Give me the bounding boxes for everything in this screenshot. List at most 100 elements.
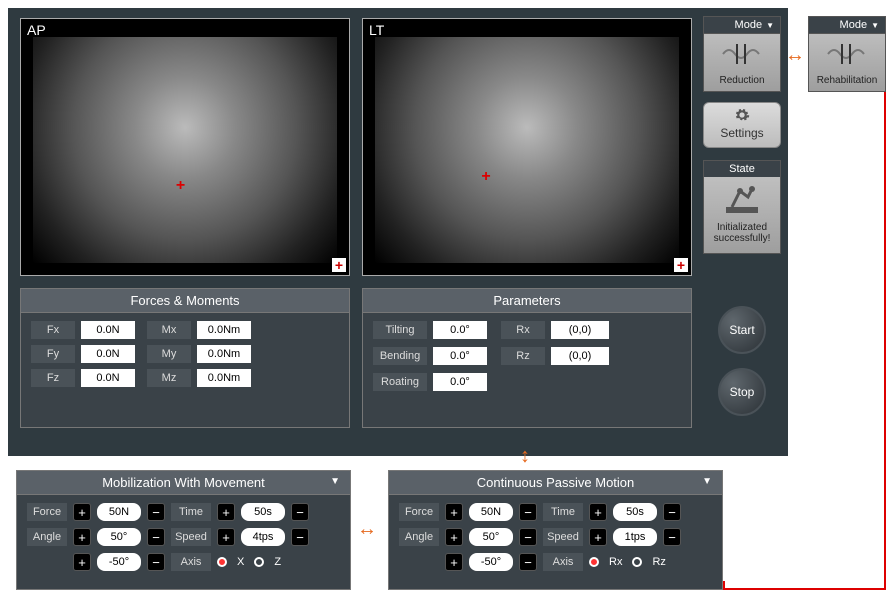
mx-value: 0.0Nm <box>197 321 251 339</box>
mode-reduction-box[interactable]: Mode Reduction <box>703 16 781 92</box>
settings-button[interactable]: Settings <box>703 102 781 148</box>
axis-z-radio[interactable] <box>254 557 264 567</box>
angle-minus-button[interactable]: − <box>519 528 537 546</box>
angle2-minus-button[interactable]: − <box>147 553 165 571</box>
rz-value: (0,0) <box>551 347 609 365</box>
time-plus-button[interactable]: + <box>589 503 607 521</box>
arrow-vertical-icon: ↕ <box>520 445 530 468</box>
forces-title: Forces & Moments <box>21 289 349 313</box>
rx-label: Rx <box>501 321 545 339</box>
force-label: Force <box>27 503 67 521</box>
speed-label: Speed <box>171 528 211 546</box>
main-panel: AP + + LT + + Forces & Moments Fx 0.0N Mx… <box>8 8 788 456</box>
force-plus-button[interactable]: + <box>73 503 91 521</box>
state-header: State <box>704 161 780 177</box>
bending-label: Bending <box>373 347 427 365</box>
time-label: Time <box>171 503 211 521</box>
force-value: 50N <box>469 503 513 521</box>
fx-label: Fx <box>31 321 75 339</box>
mode-rehab-box[interactable]: Mode Rehabilitation <box>808 16 886 92</box>
angle-minus-button[interactable]: − <box>147 528 165 546</box>
force-minus-button[interactable]: − <box>147 503 165 521</box>
mobilization-panel: Mobilization With Movement▼ Force + 50N … <box>16 470 351 590</box>
time-minus-button[interactable]: − <box>291 503 309 521</box>
speed-minus-button[interactable]: − <box>663 528 681 546</box>
speed-plus-button[interactable]: + <box>217 528 235 546</box>
marker-cross-icon: + <box>481 168 490 186</box>
settings-label: Settings <box>704 126 780 140</box>
zoom-plus-icon[interactable]: + <box>332 258 346 272</box>
angle-value: 50° <box>469 528 513 546</box>
start-button[interactable]: Start <box>718 306 766 354</box>
cpm-title[interactable]: Continuous Passive Motion▼ <box>389 471 722 495</box>
my-label: My <box>147 345 191 363</box>
state-box: State Initializated successfully! <box>703 160 781 254</box>
fz-value: 0.0N <box>81 369 135 387</box>
xray-lt-image: + <box>375 37 679 263</box>
connector-line <box>723 581 725 589</box>
axis-rz-radio[interactable] <box>632 557 642 567</box>
mode-rehab-label: Rehabilitation <box>809 73 885 86</box>
xray-ap-image: + <box>33 37 337 263</box>
roating-label: Roating <box>373 373 427 391</box>
force-plus-button[interactable]: + <box>445 503 463 521</box>
time-value: 50s <box>241 503 285 521</box>
mode-header[interactable]: Mode <box>809 17 885 34</box>
force-minus-button[interactable]: − <box>519 503 537 521</box>
cpm-panel: Continuous Passive Motion▼ Force + 50N −… <box>388 470 723 590</box>
force-value: 50N <box>97 503 141 521</box>
time-plus-button[interactable]: + <box>217 503 235 521</box>
parameters-title: Parameters <box>363 289 691 313</box>
robot-arm-icon <box>704 177 780 220</box>
my-value: 0.0Nm <box>197 345 251 363</box>
angle-label: Angle <box>399 528 439 546</box>
angle2-value: -50° <box>469 553 513 571</box>
xray-lt-frame: LT + + <box>362 18 692 276</box>
tilting-value: 0.0° <box>433 321 487 339</box>
time-label: Time <box>543 503 583 521</box>
angle2-plus-button[interactable]: + <box>73 553 91 571</box>
speed-plus-button[interactable]: + <box>589 528 607 546</box>
angle2-minus-button[interactable]: − <box>519 553 537 571</box>
time-minus-button[interactable]: − <box>663 503 681 521</box>
chevron-down-icon: ▼ <box>702 476 712 487</box>
rz-label: Rz <box>501 347 545 365</box>
speed-minus-button[interactable]: − <box>291 528 309 546</box>
angle-label: Angle <box>27 528 67 546</box>
rx-value: (0,0) <box>551 321 609 339</box>
gear-icon <box>734 107 750 123</box>
mz-label: Mz <box>147 369 191 387</box>
angle-plus-button[interactable]: + <box>445 528 463 546</box>
fy-label: Fy <box>31 345 75 363</box>
speed-label: Speed <box>543 528 583 546</box>
state-text: Initializated successfully! <box>704 220 780 246</box>
axis-x-label: X <box>237 556 244 568</box>
axis-z-label: Z <box>274 556 281 568</box>
axis-label: Axis <box>171 553 211 571</box>
mz-value: 0.0Nm <box>197 369 251 387</box>
stop-button[interactable]: Stop <box>718 368 766 416</box>
mx-label: Mx <box>147 321 191 339</box>
fy-value: 0.0N <box>81 345 135 363</box>
axis-rz-label: Rz <box>652 556 665 568</box>
xray-ap-label: AP <box>27 22 46 38</box>
xray-ap-frame: AP + + <box>20 18 350 276</box>
bending-value: 0.0° <box>433 347 487 365</box>
time-value: 50s <box>613 503 657 521</box>
mobilization-title[interactable]: Mobilization With Movement▼ <box>17 471 350 495</box>
angle-value: 50° <box>97 528 141 546</box>
reduction-icon <box>704 34 780 73</box>
zoom-plus-icon[interactable]: + <box>674 258 688 272</box>
mode-header[interactable]: Mode <box>704 17 780 34</box>
angle2-value: -50° <box>97 553 141 571</box>
angle2-plus-button[interactable]: + <box>445 553 463 571</box>
fz-label: Fz <box>31 369 75 387</box>
angle-plus-button[interactable]: + <box>73 528 91 546</box>
arrow-horizontal-icon: ↔ <box>357 518 377 541</box>
axis-rx-label: Rx <box>609 556 622 568</box>
xray-lt-label: LT <box>369 22 384 38</box>
marker-cross-icon: + <box>176 177 185 195</box>
axis-rx-radio[interactable] <box>589 557 599 567</box>
axis-x-radio[interactable] <box>217 557 227 567</box>
chevron-down-icon: ▼ <box>330 476 340 487</box>
